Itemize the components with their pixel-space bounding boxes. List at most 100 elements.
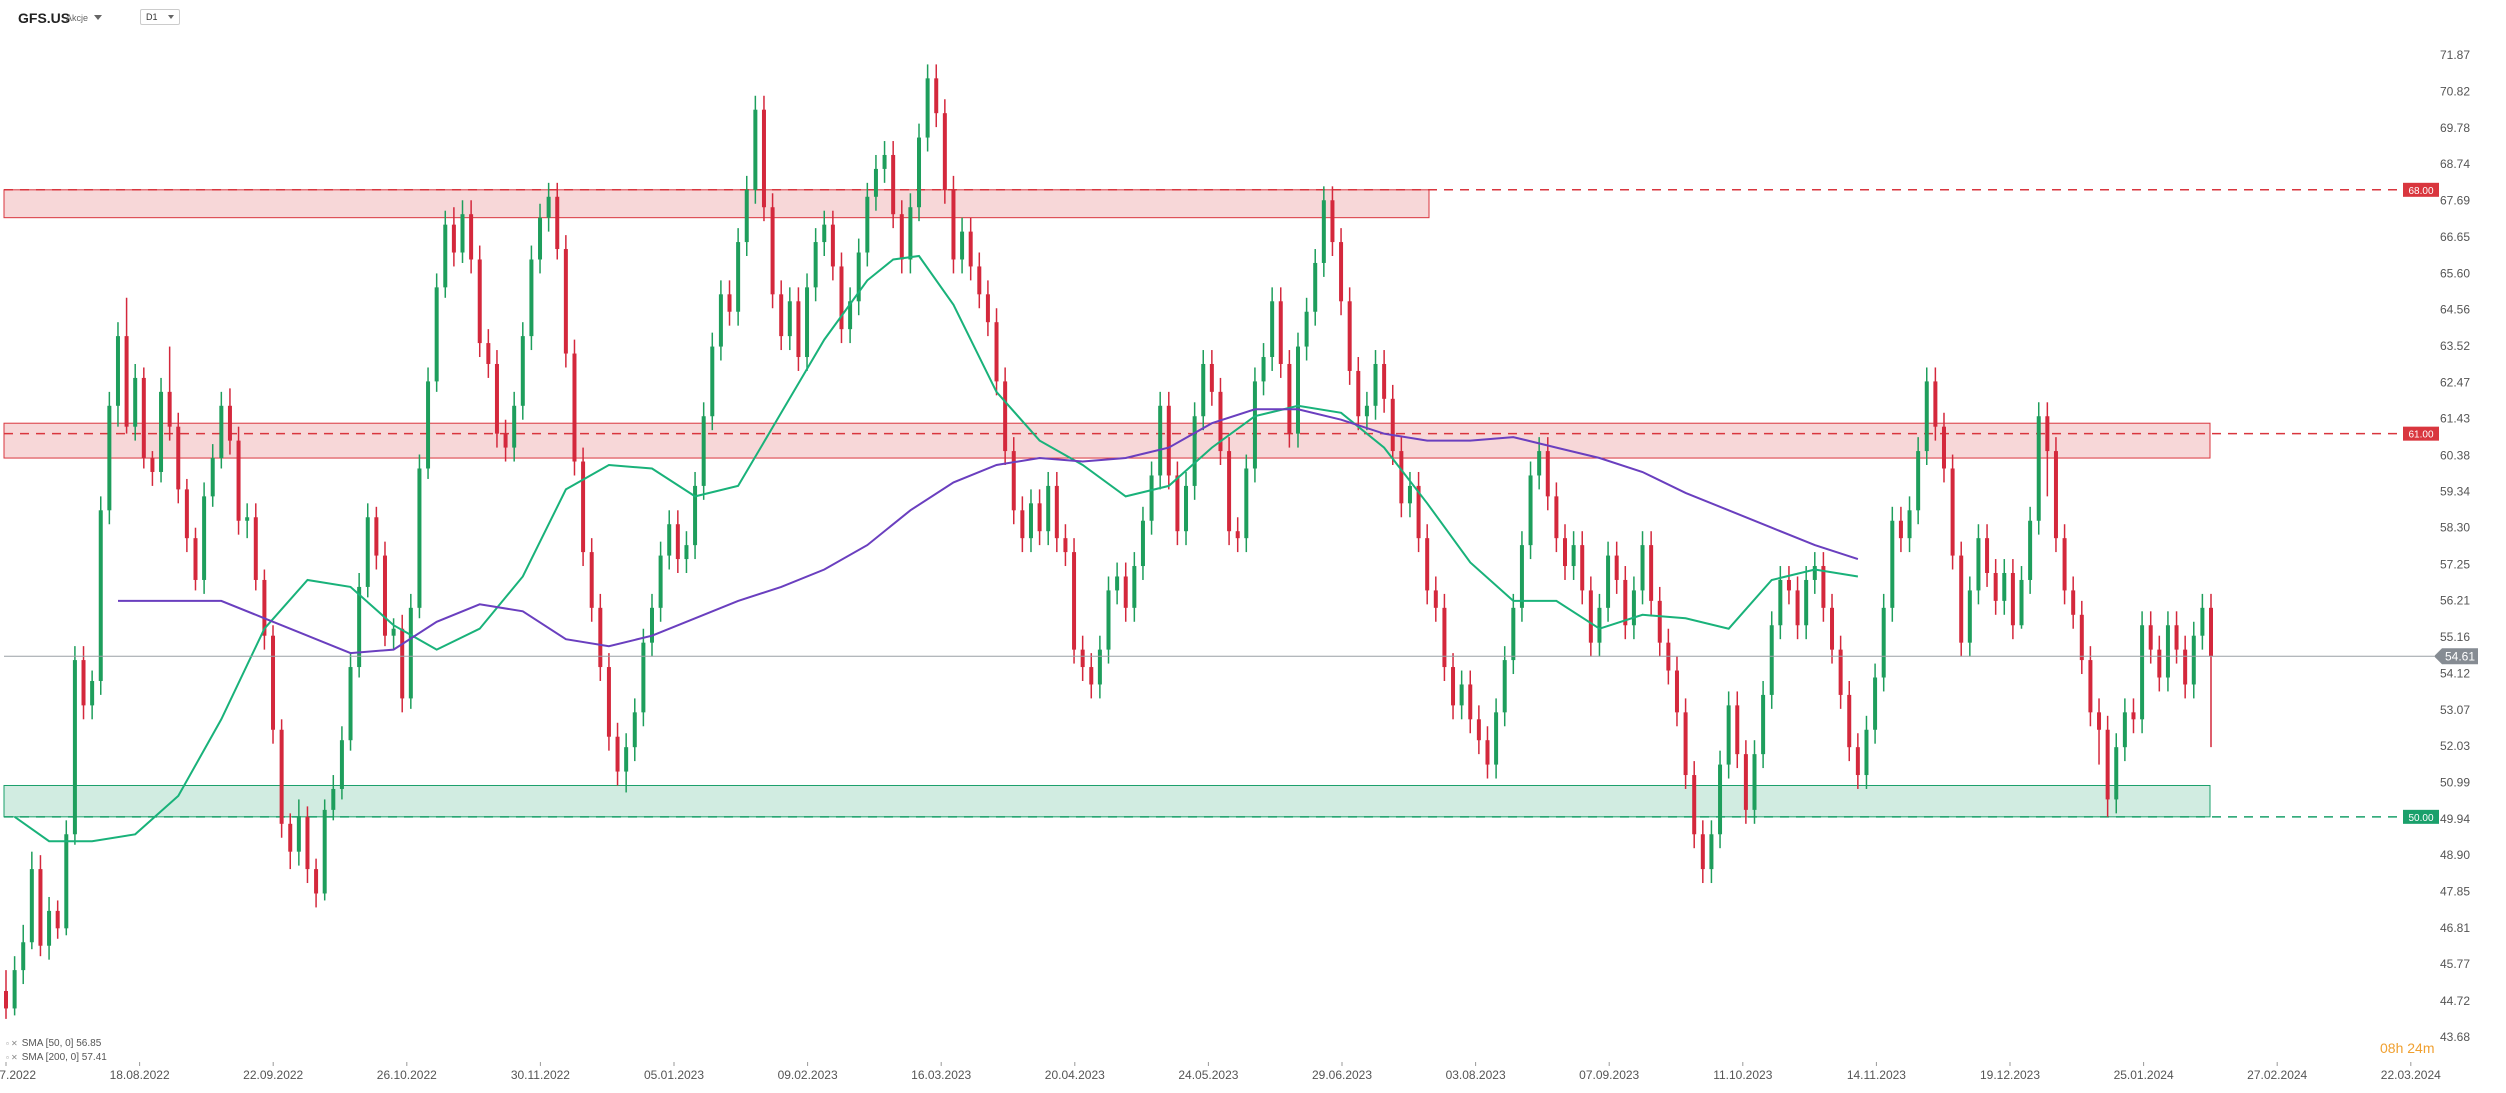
- candle-body: [1967, 590, 1972, 643]
- candle-body: [856, 252, 861, 302]
- candle-body: [1295, 346, 1300, 434]
- candle-body: [1304, 311, 1309, 347]
- candle-body: [262, 579, 267, 636]
- candle-body: [951, 189, 956, 260]
- candle-body: [1580, 545, 1585, 591]
- candle-body: [12, 970, 17, 1009]
- candle-body: [1339, 242, 1344, 302]
- candle-body: [546, 196, 551, 218]
- legend-row-sma50[interactable]: ▫ ✕ SMA [50, 0] 56.85: [6, 1037, 107, 1051]
- candle-body: [486, 343, 491, 364]
- candle-body: [1528, 475, 1533, 546]
- candle-body: [718, 294, 723, 347]
- candle-body: [822, 224, 827, 243]
- candle-body: [1674, 670, 1679, 713]
- candle-body: [1425, 538, 1430, 591]
- legend-row-sma200[interactable]: ▫ ✕ SMA [200, 0] 57.41: [6, 1051, 107, 1065]
- candle-body: [1235, 531, 1240, 539]
- candle-body: [2036, 416, 2041, 521]
- candle-body: [710, 346, 715, 417]
- x-tick-label: 18.08.2022: [110, 1068, 170, 1082]
- candle-body: [2062, 538, 2067, 591]
- indicator-close-icon[interactable]: ▫ ✕: [6, 1039, 18, 1048]
- candle-body: [2209, 607, 2213, 657]
- candle-body: [1433, 590, 1438, 608]
- level-lines[interactable]: 68.00 61.00 50.00: [4, 182, 2439, 824]
- candle-body: [227, 405, 232, 441]
- candle-body: [357, 586, 362, 668]
- x-tick-label: 07.09.2023: [1579, 1068, 1639, 1082]
- candle-body: [253, 517, 258, 580]
- candle-body: [882, 154, 887, 169]
- candle-body: [1537, 451, 1542, 476]
- candle-body: [245, 517, 250, 521]
- candle-body: [296, 816, 301, 852]
- y-tick-label: 60.38: [2440, 448, 2470, 462]
- candle-body: [1761, 694, 1766, 755]
- candle-body: [1950, 468, 1955, 556]
- candle-body: [1330, 200, 1335, 243]
- level-tag-0: [2403, 182, 2439, 197]
- candle-body: [615, 736, 620, 772]
- candle-body: [1795, 590, 1800, 626]
- y-tick-label: 67.69: [2440, 194, 2470, 208]
- candle-body: [477, 259, 482, 344]
- y-tick-label: 48.90: [2440, 848, 2470, 862]
- y-tick-label: 57.25: [2440, 557, 2470, 571]
- candle-body: [1192, 416, 1197, 486]
- y-tick-label: 61.43: [2440, 412, 2470, 426]
- candle-body: [1623, 579, 1628, 626]
- y-tick-label: 64.56: [2440, 303, 2470, 317]
- candle-body: [1140, 520, 1145, 567]
- candle-body: [1442, 607, 1447, 668]
- candle-body: [891, 154, 896, 215]
- candle-body: [512, 405, 517, 448]
- legend-label: SMA [50, 0] 56.85: [21, 1038, 102, 1049]
- y-tick-label: 52.03: [2440, 739, 2470, 753]
- candle-body: [1278, 301, 1283, 364]
- level-label-2: 50.00: [2408, 813, 2433, 824]
- candle-body: [744, 189, 749, 243]
- indicator-close-icon[interactable]: ▫ ✕: [6, 1053, 18, 1062]
- symbol-dropdown-icon[interactable]: [94, 15, 102, 20]
- candle-body: [572, 353, 577, 462]
- x-tick-label: 29.06.2023: [1312, 1068, 1372, 1082]
- candle-body: [1011, 451, 1016, 511]
- candle-body: [1571, 545, 1576, 567]
- time-axis[interactable]: 15.07.2022 18.08.2022 22.09.2022 26.10.2022…: [0, 1062, 2441, 1082]
- candle-body: [29, 869, 34, 943]
- candle-body: [55, 910, 60, 929]
- candle-body: [899, 214, 904, 260]
- candle-body: [2191, 635, 2196, 685]
- candle-body: [400, 628, 405, 699]
- candle-body: [176, 426, 181, 490]
- candle-body: [1252, 381, 1257, 469]
- candle-body: [1709, 834, 1714, 870]
- candle-body: [374, 517, 379, 556]
- candle-body: [1718, 764, 1723, 835]
- candle-body: [624, 747, 629, 772]
- level-label-1: 61.00: [2408, 430, 2433, 441]
- chart-header: GFS.US Akcje D1: [0, 0, 600, 36]
- candle-body: [469, 214, 474, 260]
- zone-2: [3, 784, 2211, 818]
- timeframe-select[interactable]: D1: [140, 9, 180, 25]
- candle-body: [1201, 363, 1206, 417]
- candle-body: [1511, 607, 1516, 661]
- candle-body: [81, 660, 86, 706]
- x-tick-label: 22.09.2022: [243, 1068, 303, 1082]
- candle-body: [1373, 363, 1378, 406]
- candle-body: [848, 301, 853, 330]
- y-tick-label: 49.94: [2440, 812, 2470, 826]
- candle-body: [1494, 712, 1499, 765]
- price-axis[interactable]: 71.87 70.82 69.78 68.74 67.69 66.65 65.60 64.56…: [2440, 48, 2470, 1044]
- candle-body: [1407, 485, 1412, 504]
- candle-body: [115, 336, 120, 406]
- candle-body: [2010, 572, 2015, 626]
- symbol-label[interactable]: GFS.US: [18, 10, 71, 26]
- candle-body: [2148, 625, 2153, 650]
- candle-body: [632, 712, 637, 748]
- sma-line-0: [14, 254, 1859, 843]
- candle-body: [1158, 405, 1163, 476]
